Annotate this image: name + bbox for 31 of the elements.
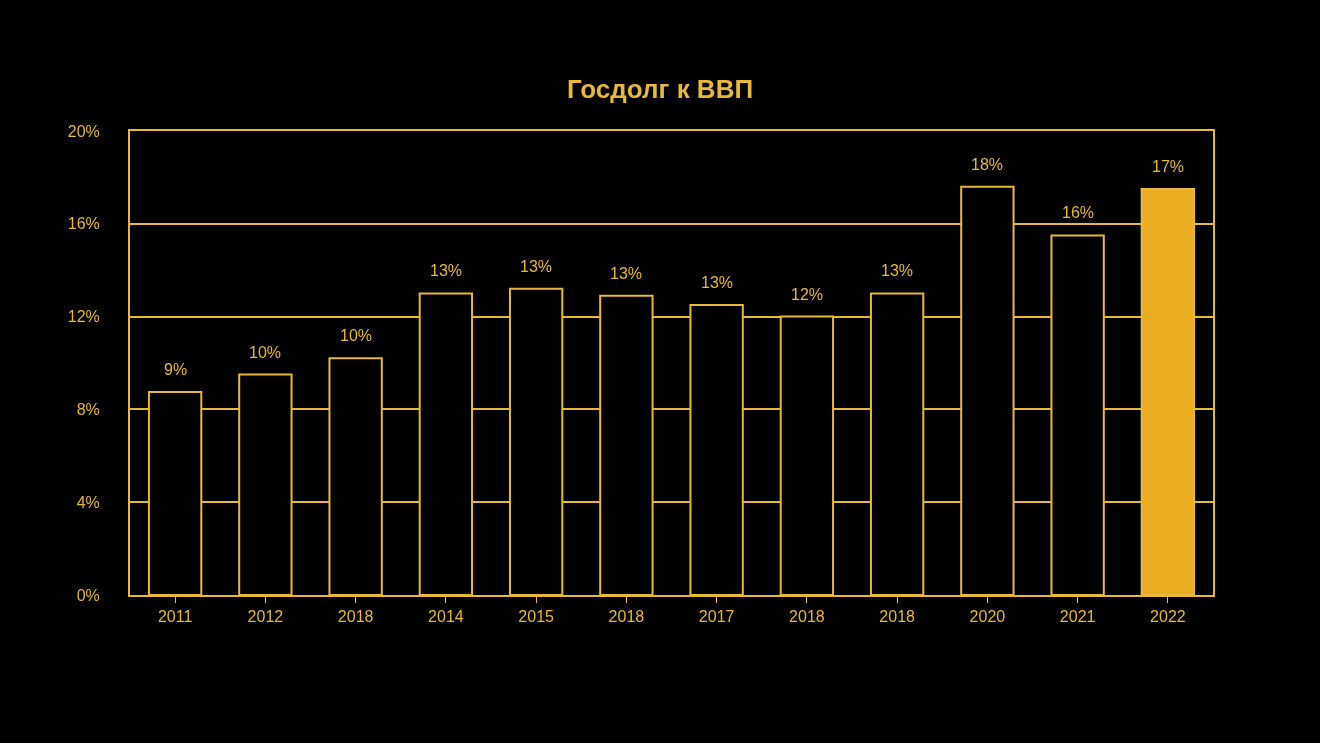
data-label: 18% [971, 156, 1004, 173]
y-tick-label: 20% [67, 122, 100, 140]
x-tick-label: 2017 [698, 608, 735, 626]
x-tick-label: 2012 [247, 608, 284, 626]
y-tick-label: 4% [76, 493, 100, 511]
data-label: 10% [249, 344, 282, 361]
y-tick-label: 12% [67, 308, 100, 326]
data-label: 13% [701, 274, 734, 291]
data-label: 13% [881, 262, 914, 279]
x-tick-label: 2011 [157, 608, 193, 626]
data-label: 17% [1152, 158, 1185, 175]
y-tick-label: 16% [67, 215, 100, 233]
chart-title: Госдолг к ВВП [566, 74, 754, 105]
x-tick-label: 2018 [789, 608, 825, 626]
data-label: 16% [1062, 204, 1095, 221]
x-tick-label: 2020 [969, 608, 1006, 626]
x-tick-label: 2018 [337, 608, 374, 626]
x-tick-label: 2018 [608, 608, 645, 626]
data-label: 13% [520, 258, 553, 275]
y-tick-label: 0% [76, 586, 100, 604]
x-tick-label: 2014 [428, 608, 464, 626]
x-tick-label: 2015 [518, 608, 555, 626]
y-tick-label: 8% [76, 401, 100, 418]
data-label: 9% [164, 361, 188, 378]
data-label: 12% [791, 286, 824, 303]
data-label: 13% [430, 262, 463, 279]
x-tick-label: 2018 [879, 608, 916, 626]
data-label: 13% [610, 265, 643, 282]
data-label: 10% [340, 327, 373, 344]
x-tick-label: 2022 [1150, 608, 1186, 626]
x-tick-label: 2021 [1059, 608, 1096, 626]
